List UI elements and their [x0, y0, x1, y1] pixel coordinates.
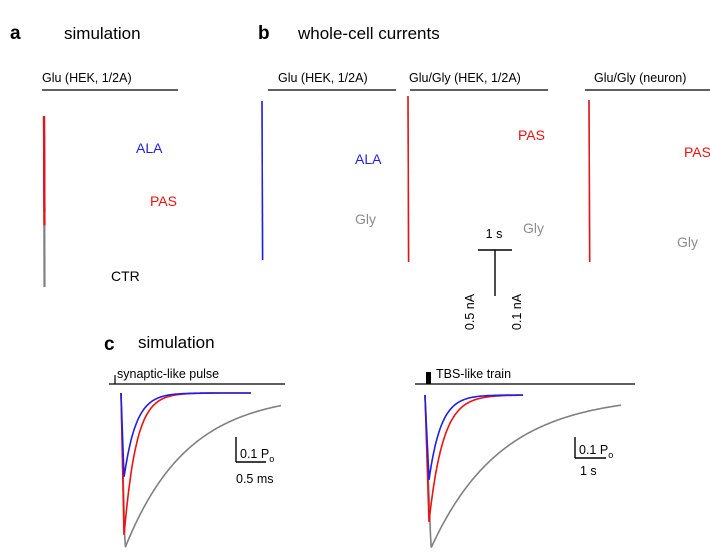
- panel-b1-stimulus-label: Glu (HEK, 1/2A): [278, 71, 368, 85]
- panel-a-title: simulation: [64, 24, 141, 43]
- panel-b-title: whole-cell currents: [297, 24, 440, 43]
- panel-c2-trace-ala: [424, 394, 523, 481]
- panel-c-letter: c: [104, 334, 115, 355]
- panel-c1-amp-label: 0.1 Po: [240, 447, 274, 464]
- panel-a-label-pas: PAS: [150, 193, 177, 209]
- panel-b3-label-gly: Gly: [677, 234, 698, 250]
- panel-c2-stimulus-label: TBS-like train: [436, 367, 511, 381]
- panel-b-current-label-right: 0.1 nA: [510, 293, 524, 330]
- panel-b3-stimulus-label: Glu/Gly (neuron): [594, 71, 686, 85]
- panel-c-title: simulation: [138, 333, 215, 352]
- panel-c2-trace-ctr: [424, 394, 622, 548]
- panel-b-time-label: 1 s: [486, 227, 503, 241]
- panel-b1-trace-ala: [261, 100, 264, 261]
- panel-c1-trace-ctr: [120, 392, 282, 548]
- panel-b2-label-pas: PAS: [518, 127, 545, 143]
- panel-a-letter: a: [10, 23, 21, 44]
- panel-a-trace-pas: [42, 115, 46, 226]
- panel-b3-trace-pas: [588, 99, 591, 263]
- panel-b3-label-pas: PAS: [684, 144, 710, 160]
- panel-c2-trace-pas: [424, 394, 523, 522]
- panel-a-label-ala: ALA: [136, 140, 163, 156]
- panel-a-label-ctr: CTR: [111, 268, 140, 284]
- panel-b2-trace-pas: [407, 95, 410, 263]
- panel-c2-amp-label: 0.1 Po: [579, 443, 613, 460]
- panel-b1-label-ala: ALA: [355, 151, 382, 167]
- panel-c1-time-label: 0.5 ms: [236, 472, 274, 486]
- panel-b2-label-gly: Gly: [523, 220, 544, 236]
- panel-b-letter: b: [258, 23, 270, 44]
- panel-b-current-label-left: 0.5 nA: [463, 293, 477, 330]
- panel-b2-stimulus-label: Glu/Gly (HEK, 1/2A): [409, 71, 521, 85]
- panel-b1-label-gly: Gly: [355, 211, 376, 227]
- panel-c1-trace-ala: [120, 392, 251, 477]
- panel-c1-stimulus-label: synaptic-like pulse: [117, 367, 219, 381]
- panel-a-stimulus-label: Glu (HEK, 1/2A): [42, 71, 132, 85]
- panel-c2-train-marker: [426, 372, 431, 384]
- panel-c2-time-label: 1 s: [580, 464, 597, 478]
